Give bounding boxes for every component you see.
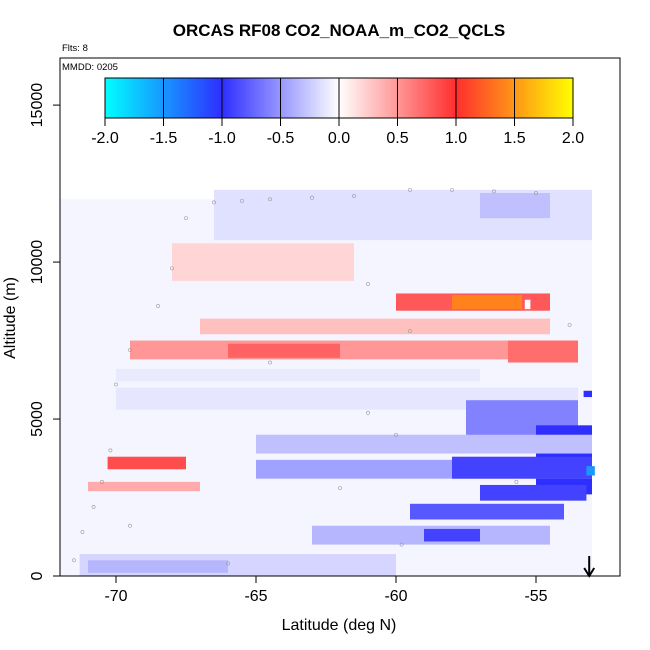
- sample-point: [366, 282, 370, 286]
- x-tick-label: -60: [384, 588, 407, 605]
- heatmap-cell: [228, 343, 340, 358]
- colorbar-ticks: -2.0 -1.5 -1.0 -0.5 0.0 0.5 1.0 1.5 2.0: [91, 78, 584, 147]
- heatmap-cell: [410, 503, 564, 520]
- sample-point: [408, 329, 412, 334]
- y-tick-label: 10000: [29, 240, 46, 285]
- colorbar-tick-label: -2.0: [91, 130, 119, 147]
- sample-point: [100, 479, 104, 484]
- heatmap-cell: [508, 340, 578, 363]
- sample-point: [492, 189, 496, 194]
- sample-point: [108, 448, 113, 453]
- sample-point: [352, 194, 356, 199]
- heatmap-cell: [583, 390, 592, 398]
- heatmap-cell: [116, 368, 480, 382]
- sample-point: [212, 200, 216, 205]
- heatmap-cell: [480, 192, 550, 219]
- heatmap-cells: [60, 189, 595, 576]
- flights-label: Flts: 8: [62, 43, 88, 54]
- colorbar-tick-label: -1.5: [150, 130, 178, 147]
- heatmap-cell: [424, 528, 480, 542]
- sample-point: [128, 348, 132, 352]
- sample-point: [366, 410, 370, 415]
- colorbar-tick-label: 1.5: [503, 130, 525, 147]
- heatmap-cell: [172, 243, 354, 281]
- arrow-head: [583, 567, 596, 578]
- colorbar-tick-label: 1.0: [445, 130, 467, 147]
- heatmap-cell: [107, 456, 186, 470]
- heatmap-cell: [88, 481, 200, 492]
- x-axis-label: Latitude (deg N): [282, 617, 397, 634]
- sample-point: [268, 360, 272, 365]
- sample-point: [514, 479, 519, 484]
- y-tick-label: 15000: [29, 83, 46, 128]
- y-tick-label: 0: [29, 571, 46, 580]
- x-axis: -70 -65 -60 -55: [104, 576, 548, 605]
- sample-point: [338, 486, 342, 490]
- sample-point: [240, 198, 244, 203]
- heatmap-cell: [116, 387, 578, 410]
- x-tick-label: -70: [104, 588, 127, 605]
- heatmap-cell: [480, 484, 587, 501]
- sample-point: [567, 322, 572, 327]
- y-axis: 0 5000 10000 15000: [29, 83, 60, 580]
- sample-point: [170, 266, 174, 271]
- sample-point: [91, 505, 96, 509]
- colorbar-tick-label: 2.0: [562, 130, 584, 147]
- sample-point: [408, 187, 412, 192]
- sample-point: [128, 523, 132, 528]
- plot-frame: [59, 57, 621, 577]
- colorbar-tick-label: 0.5: [386, 130, 408, 147]
- sample-point: [268, 197, 272, 202]
- colorbar-frame: [104, 77, 574, 119]
- heatmap-cell: [200, 318, 550, 335]
- sample-point: [80, 530, 85, 534]
- sample-point: [399, 542, 404, 547]
- x-tick-label: -65: [244, 588, 267, 605]
- x-tick-label: -55: [524, 588, 547, 605]
- sample-point: [534, 191, 538, 195]
- heatmap-cell: [452, 295, 522, 310]
- heatmap-cell: [256, 434, 592, 454]
- date-label: MMDD: 0205: [62, 62, 118, 73]
- sample-point: [184, 216, 188, 221]
- down-arrow-icon: [583, 556, 596, 578]
- heatmap-cell: [524, 299, 531, 310]
- sample-points: [72, 187, 572, 566]
- colorbar-tick-label: -0.5: [267, 130, 295, 147]
- y-axis-label: Altitude (m): [2, 277, 19, 359]
- sample-point: [226, 561, 230, 566]
- chart-title: ORCAS RF08 CO2_NOAA_m_CO2_QCLS: [173, 21, 506, 40]
- sample-point: [310, 195, 314, 200]
- y-tick-label: 5000: [29, 401, 46, 437]
- sample-point: [394, 432, 398, 437]
- heatmap-cell: [452, 456, 592, 479]
- sample-point: [72, 558, 76, 563]
- colorbar-tick-label: -1.0: [208, 130, 236, 147]
- colorbar: -2.0 -1.5 -1.0 -0.5 0.0 0.5 1.0 1.5 2.0: [91, 77, 584, 147]
- sample-point: [156, 304, 160, 308]
- sample-point: [114, 382, 118, 387]
- colorbar-tick-label: 0.0: [328, 130, 350, 147]
- heatmap-cell: [88, 560, 228, 573]
- heatmap-cell: [586, 466, 595, 476]
- sample-point: [450, 187, 454, 192]
